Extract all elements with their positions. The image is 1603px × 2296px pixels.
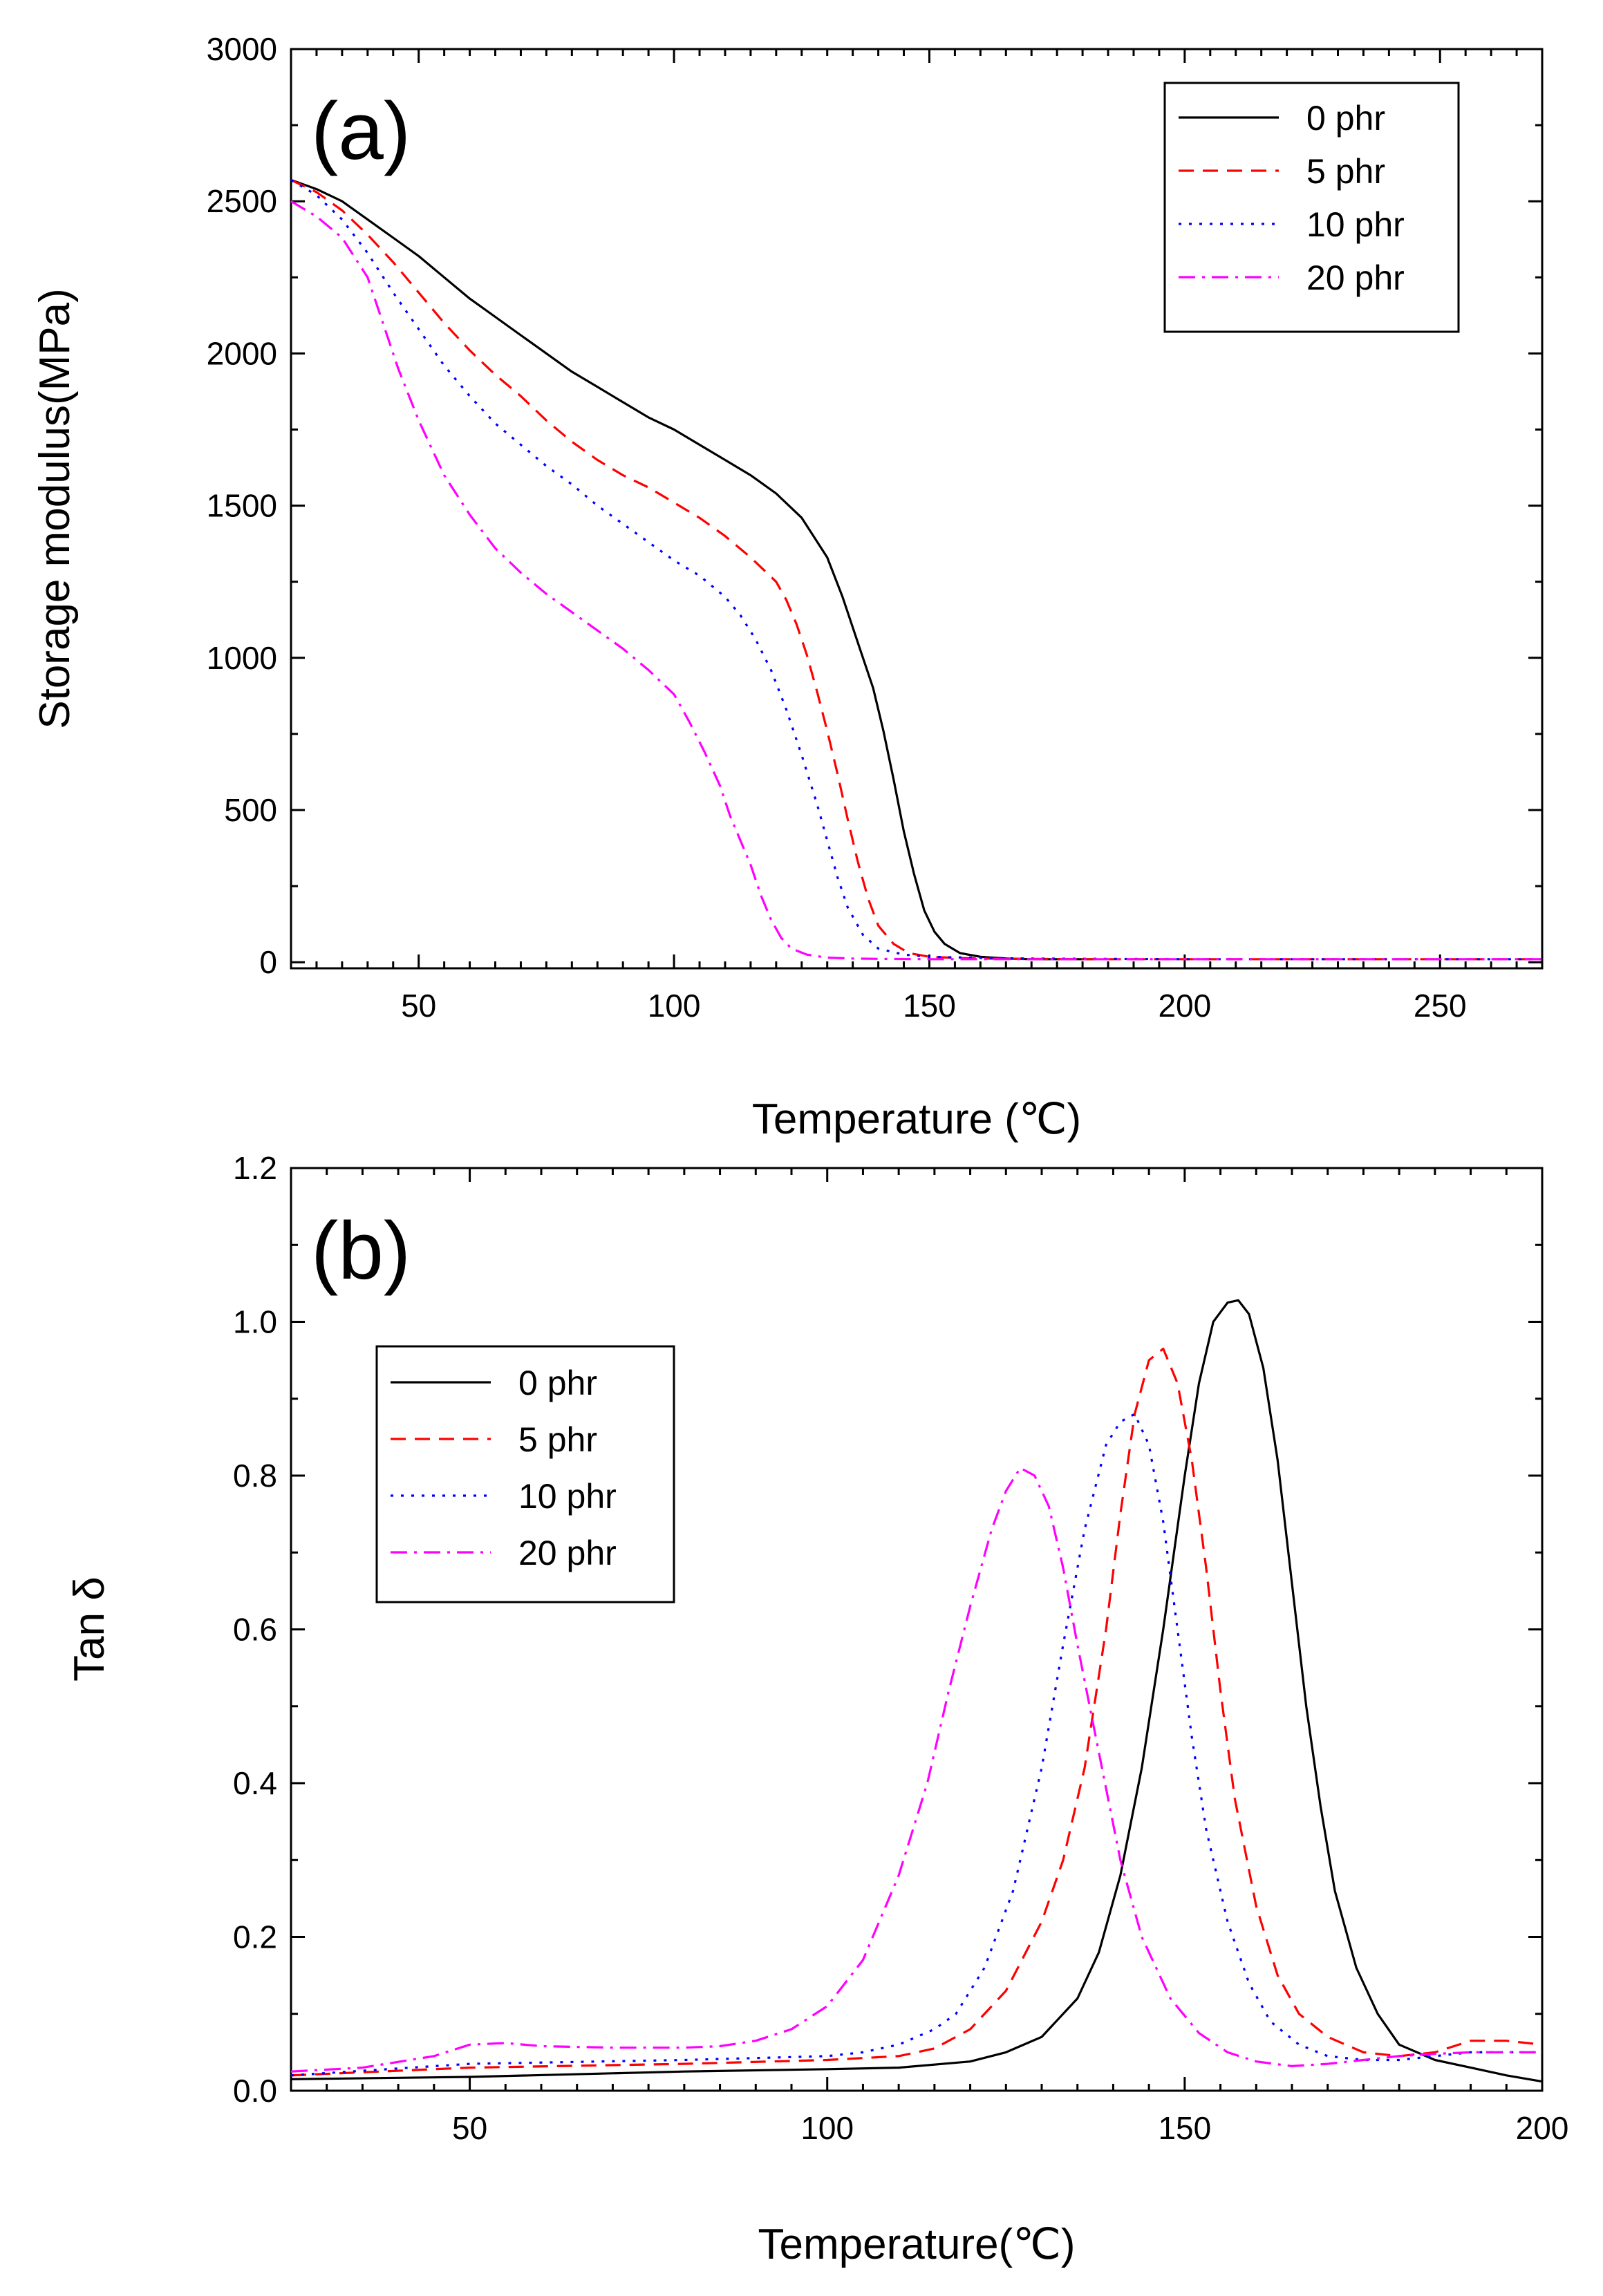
- y-tick-label: 0.6: [233, 1612, 277, 1648]
- series-0-phr-line: [290, 1299, 1543, 2083]
- x-tick-label: 100: [648, 988, 701, 1024]
- x-tick-label: 200: [1516, 2110, 1569, 2146]
- x-axis-title-a: Temperature (℃): [752, 1095, 1081, 1143]
- ticks-b: 50 100 150 200 0.0 0.2 0.4 0.6 0.8 1.0 1.2: [233, 1150, 1568, 2146]
- series-0-phr-line: [290, 178, 1093, 961]
- x-tick-label: 150: [903, 988, 956, 1024]
- legend-label: 10 phr: [518, 1477, 617, 1516]
- y-tick-label: 0.2: [233, 1919, 277, 1955]
- plot-frame-a: [290, 48, 1544, 970]
- x-tick-label: 100: [800, 2110, 854, 2146]
- series-group-a: [290, 178, 1542, 961]
- y-tick-label: 1.0: [233, 1304, 277, 1340]
- panel-label-a: (a): [311, 86, 411, 177]
- x-tick-label: 250: [1414, 988, 1467, 1024]
- y-tick-label: 500: [224, 792, 277, 828]
- plot-frame-b: [290, 1167, 1544, 2092]
- y-tick-label: 2000: [207, 335, 277, 371]
- series-5-phr-line: [290, 178, 1542, 961]
- legend-label: 5 phr: [1306, 152, 1385, 191]
- series-10-phr-line: [290, 179, 1542, 961]
- x-tick-label: 150: [1158, 2110, 1211, 2146]
- x-tick-label: 50: [452, 2110, 487, 2146]
- legend-a: 0 phr 5 phr 10 phr 20 phr: [1163, 82, 1460, 333]
- series-10-phr-line: [290, 1413, 1542, 2077]
- legend-items-a: 0 phr 5 phr 10 phr 20 phr: [1179, 99, 1405, 297]
- y-tick-label: 1000: [207, 640, 277, 676]
- series-group-b: [290, 1299, 1543, 2083]
- y-tick-label: 0.8: [233, 1458, 277, 1494]
- legend-box-b: [375, 1345, 675, 1603]
- x-tick-label: 50: [401, 988, 436, 1024]
- legend-items-b: 0 phr 5 phr 10 phr 20 phr: [391, 1364, 617, 1572]
- legend-label: 20 phr: [518, 1534, 617, 1572]
- y-tick-label: 3000: [207, 31, 277, 67]
- x-tick-label: 200: [1158, 988, 1211, 1024]
- y-axis-title-b: Tan δ: [66, 1577, 113, 1682]
- legend-label: 5 phr: [518, 1420, 597, 1459]
- legend-label: 0 phr: [1306, 99, 1385, 138]
- panel-b: 50 100 150 200 0.0 0.2 0.4 0.6 0.8 1.0 1.2 (b) Tem…: [66, 1150, 1568, 2268]
- y-tick-label: 1500: [207, 488, 277, 524]
- legend-label: 0 phr: [518, 1364, 597, 1402]
- x-axis-title-b: Temperature(℃): [758, 2221, 1076, 2268]
- y-tick-label: 0.4: [233, 1765, 277, 1801]
- panel-label-b: (b): [311, 1205, 411, 1297]
- series-5-phr-line: [290, 1347, 1543, 2077]
- y-axis-title-a: Storage modulus(MPa): [31, 288, 79, 729]
- y-tick-label: 1.2: [233, 1150, 277, 1186]
- y-tick-label: 0: [259, 944, 277, 980]
- legend-label: 10 phr: [1306, 205, 1405, 244]
- legend-box-a: [1163, 82, 1460, 333]
- y-tick-label: 0.0: [233, 2073, 277, 2109]
- y-tick-label: 2500: [207, 183, 277, 219]
- legend-label: 20 phr: [1306, 258, 1405, 297]
- legend-b: 0 phr 5 phr 10 phr 20 phr: [375, 1345, 675, 1603]
